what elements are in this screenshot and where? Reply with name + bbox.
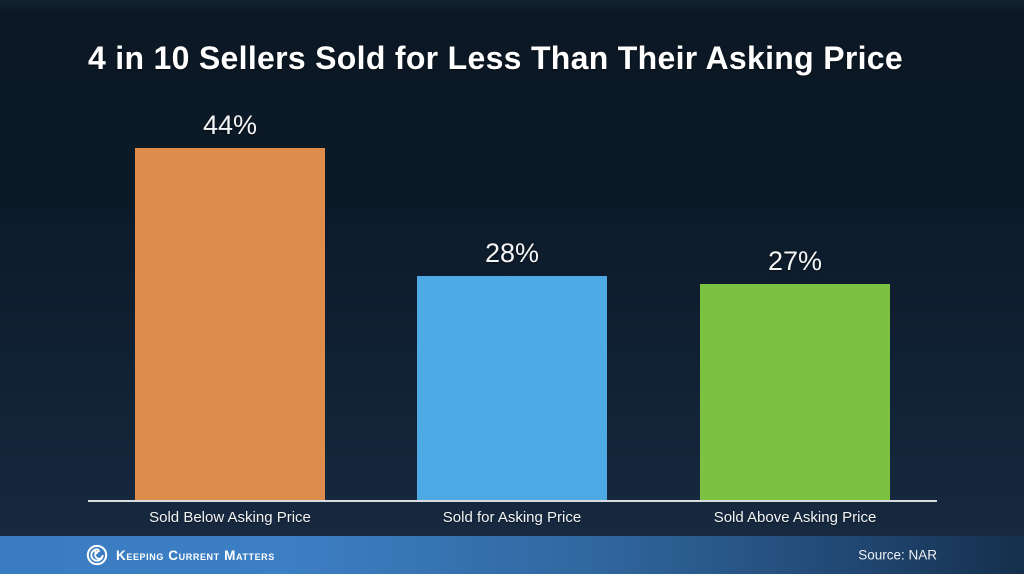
bar-1 bbox=[135, 148, 325, 500]
bar-value-label: 28% bbox=[484, 238, 540, 268]
bar-category-label: Sold Below Asking Price bbox=[149, 509, 311, 526]
brand-logo: Keeping Current Matters bbox=[86, 544, 275, 566]
bar-category-label: Sold Above Asking Price bbox=[713, 509, 877, 526]
bar-3 bbox=[700, 284, 890, 500]
bar-value-label: 27% bbox=[767, 246, 823, 276]
source-note: Source: NAR bbox=[858, 547, 937, 563]
kcm-swirl-logo-icon bbox=[86, 544, 108, 566]
bar-category-label: Sold for Asking Price bbox=[442, 509, 582, 526]
x-axis-line bbox=[88, 500, 937, 502]
footer-bar: Keeping Current Matters Source: NAR bbox=[0, 536, 1024, 574]
bar-value-label: 44% bbox=[202, 110, 258, 140]
chart-title: 4 in 10 Sellers Sold for Less Than Their… bbox=[88, 40, 903, 76]
brand-name: Keeping Current Matters bbox=[116, 547, 275, 563]
bar-2 bbox=[417, 276, 607, 500]
